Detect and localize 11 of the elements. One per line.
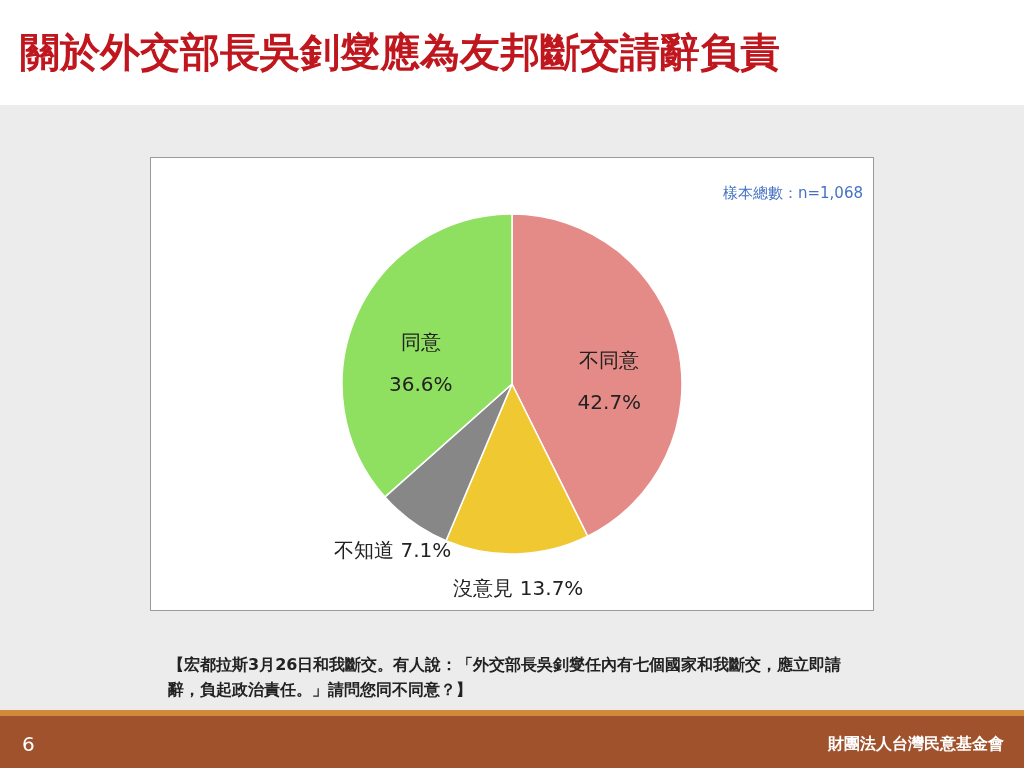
text: 財團法人台灣民意基金會 [828, 734, 1004, 755]
data-label: 36.6% [389, 372, 453, 397]
data-label: 42.7% [577, 390, 642, 415]
chart-title: 關於外交部長吳釗燮應為友邦斷交請辭負責 [0, 0, 1024, 105]
slice-label: 沒意見 13.7% [453, 575, 584, 600]
text: 【宏都拉斯3月26日和我斷交。有人說：「外交部長吳釗燮任內有七個國家和我斷交，應立即請辭，負起政治責任。」請問您同不同意？】 [168, 654, 843, 701]
text: 6 [22, 732, 35, 756]
slice-label: 同意 [400, 330, 441, 355]
slice-label: 不知道 7.1% [334, 537, 452, 562]
slice-label: 不同意 [579, 348, 640, 373]
text: 樣本總數：n=1,068 [722, 184, 863, 203]
